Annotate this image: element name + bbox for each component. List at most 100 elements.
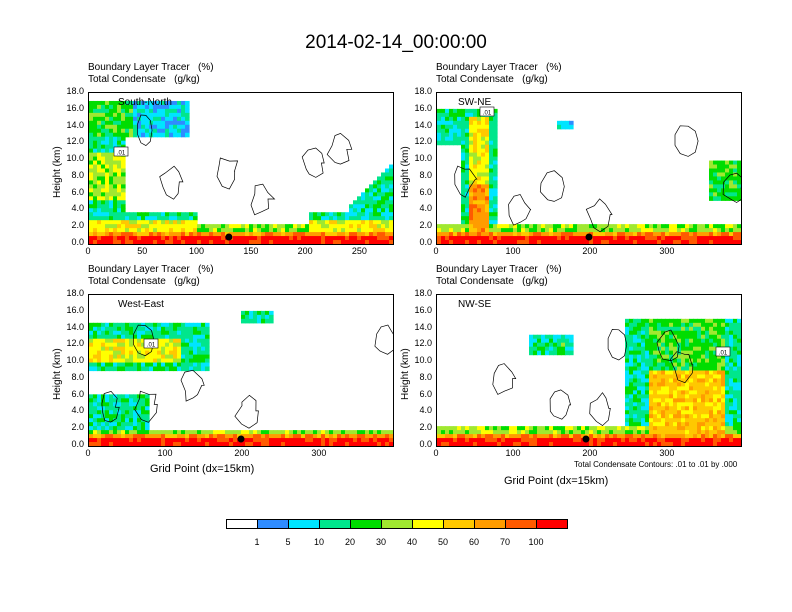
heat-cell <box>185 124 190 130</box>
heat-cell <box>237 236 242 241</box>
heat-cell <box>325 434 330 439</box>
heat-cell <box>685 362 690 368</box>
heat-cell <box>453 136 458 142</box>
heat-cell <box>117 240 122 244</box>
heat-cell <box>113 334 118 340</box>
heat-cell <box>725 184 730 189</box>
heat-cell <box>673 322 678 328</box>
heat-cell <box>633 334 638 340</box>
heat-cell <box>101 350 106 356</box>
heat-cell <box>89 398 94 403</box>
heat-cell <box>733 346 738 352</box>
heat-cell <box>525 240 530 244</box>
heat-cell <box>617 228 622 233</box>
heat-cell <box>697 342 702 348</box>
heat-cell <box>321 228 326 233</box>
heat-cell <box>601 430 606 435</box>
heat-cell <box>493 180 498 185</box>
heat-cell <box>181 240 186 244</box>
heat-cell <box>721 390 726 395</box>
heat-cell <box>649 418 654 423</box>
heat-cell <box>441 136 446 142</box>
heat-cell <box>125 402 130 407</box>
heat-cell <box>609 438 614 443</box>
heat-cell <box>681 378 686 384</box>
heat-cell <box>109 236 114 241</box>
heat-cell <box>265 438 270 443</box>
heat-cell <box>93 410 98 415</box>
heat-cell <box>737 168 741 174</box>
heat-cell <box>217 228 222 233</box>
heat-cell <box>541 342 546 348</box>
heat-cell <box>117 406 122 411</box>
heat-cell <box>157 350 162 356</box>
heat-cell <box>105 164 110 170</box>
heat-cell <box>233 240 238 244</box>
heat-cell <box>89 164 94 170</box>
heat-cell <box>529 240 534 244</box>
heat-cell <box>693 366 698 372</box>
heat-cell <box>97 418 102 423</box>
heat-cell <box>665 422 670 427</box>
heat-cell <box>461 140 466 146</box>
heat-cell <box>337 216 342 221</box>
heat-cell <box>737 330 741 336</box>
heat-cell <box>737 422 741 427</box>
heat-cell <box>145 112 150 118</box>
heat-cell <box>477 240 482 244</box>
heat-cell <box>93 228 98 233</box>
heat-cell <box>93 354 98 360</box>
heat-cell <box>729 192 734 197</box>
heat-cell <box>197 434 202 439</box>
heat-cell <box>105 438 110 443</box>
heat-cell <box>261 314 266 320</box>
heat-cell <box>685 236 690 241</box>
heat-cell <box>717 318 722 324</box>
heat-cell <box>677 228 682 233</box>
heat-cell <box>133 426 138 431</box>
heat-cell <box>125 112 130 118</box>
heat-cell <box>449 438 454 443</box>
heat-cell <box>461 240 466 244</box>
heat-cell <box>717 418 722 423</box>
heat-cell <box>601 232 606 237</box>
heat-cell <box>121 402 126 407</box>
heat-cell <box>673 442 678 446</box>
heat-cell <box>681 430 686 435</box>
heat-cell <box>473 128 478 134</box>
heat-cell <box>133 224 138 229</box>
heat-cell <box>105 338 110 344</box>
heat-cell <box>201 442 206 446</box>
heat-cell <box>633 228 638 233</box>
heat-cell <box>453 116 458 122</box>
heat-cell <box>625 318 630 324</box>
x-tick-label: 100 <box>505 448 521 458</box>
heat-cell <box>709 382 714 387</box>
heat-cell <box>213 434 218 439</box>
heat-cell <box>629 330 634 336</box>
heat-cell <box>645 228 650 233</box>
heat-cell <box>173 104 178 110</box>
heat-cell <box>733 338 738 344</box>
heat-cell <box>105 430 110 435</box>
heat-cell <box>653 366 658 372</box>
heat-cell <box>545 342 550 348</box>
heat-cell <box>649 342 654 348</box>
heat-cell <box>137 112 142 118</box>
heat-cell <box>201 342 206 348</box>
heat-cell <box>257 434 262 439</box>
heat-cell <box>717 362 722 368</box>
heat-cell <box>125 334 130 340</box>
heat-cell <box>629 434 634 439</box>
heat-cell <box>121 426 126 431</box>
heat-cell <box>189 362 194 368</box>
heat-cell <box>321 430 326 435</box>
heat-cell <box>117 116 122 122</box>
heat-cell <box>537 240 542 244</box>
heat-cell <box>629 240 634 244</box>
heat-cell <box>97 438 102 443</box>
heat-cell <box>113 208 118 213</box>
heat-cell <box>669 228 674 233</box>
heat-cell <box>357 240 362 244</box>
heat-cell <box>625 342 630 348</box>
